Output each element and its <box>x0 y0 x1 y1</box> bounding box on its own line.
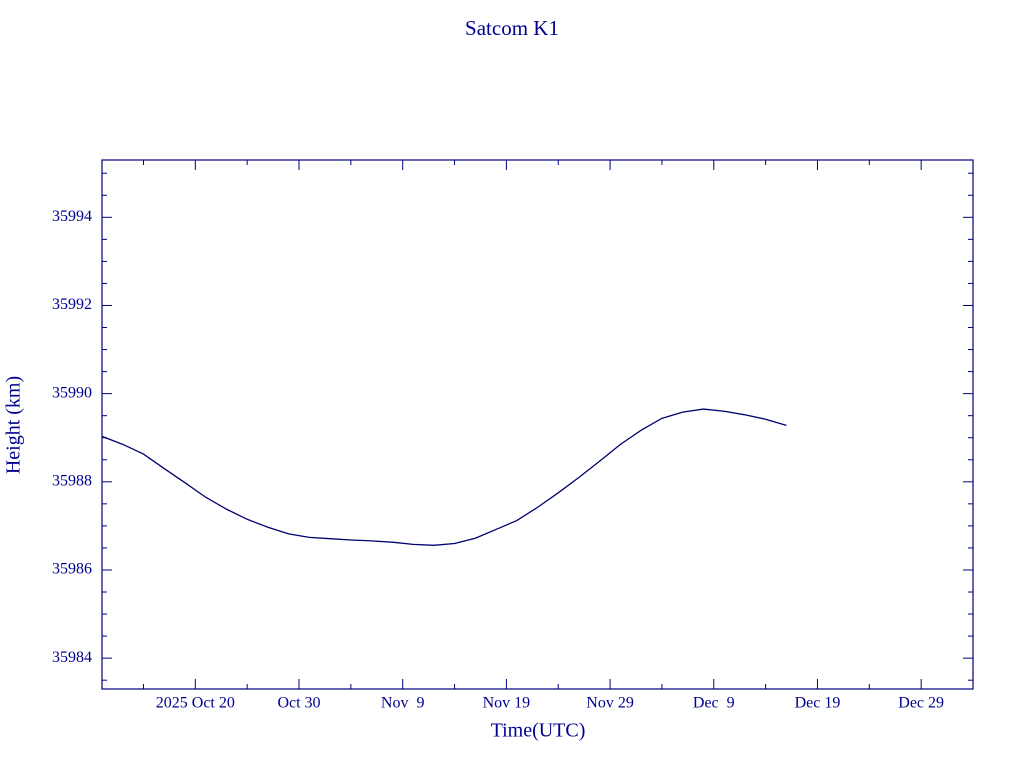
plot-frame <box>101 159 974 690</box>
x-tick-label: Dec 29 <box>898 695 944 712</box>
chart-title: Satcom K1 <box>465 16 559 40</box>
y-axis-label: Height (km) <box>3 376 25 474</box>
y-tick-label: 35986 <box>52 561 92 578</box>
y-tick-label: 35984 <box>52 649 92 666</box>
x-tick-label: Oct 30 <box>277 695 320 712</box>
y-tick-label: 35992 <box>52 296 92 313</box>
y-tick-label: 35990 <box>52 384 92 401</box>
y-tick-label: 35994 <box>52 208 92 225</box>
x-tick-label: Dec 19 <box>795 695 841 712</box>
x-axis-label: Time(UTC) <box>491 720 586 742</box>
y-tick-label: 35988 <box>52 472 92 489</box>
x-tick-label: Nov 9 <box>381 695 425 712</box>
data-line <box>101 408 787 546</box>
x-tick-label: Nov 29 <box>586 695 634 712</box>
x-tick-label: 2025 Oct 20 <box>156 695 235 712</box>
x-tick-label: Dec 9 <box>693 695 735 712</box>
x-tick-label: Nov 19 <box>483 695 531 712</box>
